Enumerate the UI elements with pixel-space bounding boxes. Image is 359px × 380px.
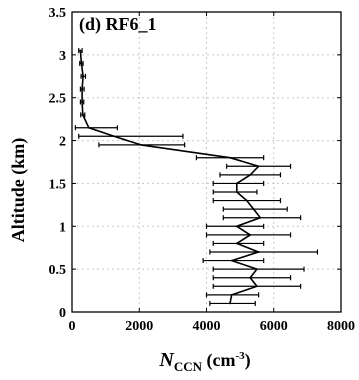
data-point bbox=[82, 75, 84, 78]
data-point bbox=[256, 268, 258, 271]
data-point bbox=[235, 182, 238, 185]
profile-line bbox=[79, 50, 262, 304]
data-point bbox=[230, 293, 233, 296]
data-point bbox=[245, 199, 248, 202]
y-tick-label: 2 bbox=[59, 135, 66, 150]
data-point bbox=[259, 216, 262, 219]
data-point bbox=[249, 276, 252, 279]
x-axis-label: NCCN (cm-3) bbox=[158, 349, 250, 374]
x-label-main: N bbox=[158, 349, 175, 371]
axis-ticks: 0 2000 4000 6000 8000 0 0.5 1 1.5 2 2.5 3 3.5 bbox=[49, 6, 356, 334]
data-point bbox=[87, 126, 90, 129]
data-point bbox=[249, 233, 252, 236]
data-point bbox=[249, 173, 252, 176]
data-point bbox=[257, 165, 260, 168]
data-point bbox=[230, 259, 233, 262]
y-axis-label: Altitude (km) bbox=[8, 138, 29, 243]
data-point bbox=[257, 251, 260, 253]
x-label-sub: CCN bbox=[174, 359, 203, 374]
x-tick-label: 2000 bbox=[125, 319, 153, 334]
data-point bbox=[79, 49, 82, 52]
data-point bbox=[235, 242, 238, 245]
data-point bbox=[229, 156, 231, 159]
x-tick-label: 6000 bbox=[260, 319, 288, 334]
data-point bbox=[113, 135, 115, 138]
y-tick-label: 0.5 bbox=[49, 263, 67, 278]
grid-lines bbox=[72, 12, 341, 312]
data-point bbox=[81, 113, 84, 116]
error-bars bbox=[74, 48, 319, 306]
x-tick-label: 4000 bbox=[193, 319, 221, 334]
data-point bbox=[235, 191, 238, 193]
y-tick-label: 3.5 bbox=[49, 6, 67, 21]
data-point bbox=[256, 285, 258, 288]
y-tick-label: 1 bbox=[59, 220, 66, 235]
x-label-unit-close: ) bbox=[245, 350, 251, 371]
y-tick-label: 3 bbox=[59, 49, 66, 64]
x-label-unit-exp: -3 bbox=[235, 350, 245, 362]
data-point bbox=[235, 225, 238, 228]
x-label-unit: (cm bbox=[202, 350, 235, 371]
data-point bbox=[81, 88, 83, 91]
data-point bbox=[81, 101, 83, 103]
y-tick-label: 1.5 bbox=[49, 177, 67, 192]
profile-series bbox=[79, 49, 262, 305]
x-tick-label: 8000 bbox=[327, 319, 355, 334]
data-point bbox=[252, 208, 255, 211]
data-point bbox=[229, 302, 231, 305]
y-tick-label: 2.5 bbox=[49, 92, 67, 107]
data-point bbox=[140, 143, 142, 146]
chart-title: (d) RF6_1 bbox=[79, 14, 157, 35]
y-tick-label: 0 bbox=[59, 306, 66, 321]
x-tick-label: 0 bbox=[69, 319, 76, 334]
data-point bbox=[80, 62, 83, 65]
